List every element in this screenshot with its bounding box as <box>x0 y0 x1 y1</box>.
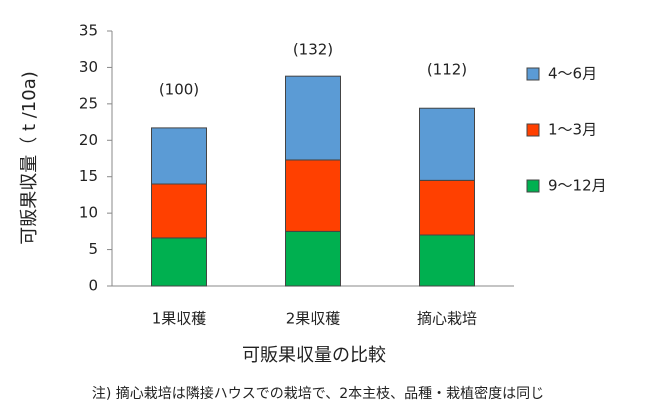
note: 注) 摘心栽培は隣接ハウスでの栽培で、2本主枝、品種・栽植密度は同じ <box>92 385 544 402</box>
bar-segment <box>151 127 207 185</box>
x-tick-label: 2果収穫 <box>286 310 341 328</box>
bar-segment <box>419 107 475 181</box>
legend-label: 9～12月 <box>548 177 607 195</box>
y-tick-label: 0 <box>88 277 98 295</box>
y-tick-label: 35 <box>79 22 98 40</box>
x-tick-label: 摘心栽培 <box>417 310 477 328</box>
bar-segment <box>151 183 207 239</box>
bar-annotation: (112) <box>427 61 467 79</box>
bar-annotation: (100) <box>159 80 199 98</box>
y-tick-label: 20 <box>79 131 98 149</box>
x-tick-label: 1果収穫 <box>152 310 207 328</box>
bar-segment <box>151 237 207 287</box>
y-tick-label: 10 <box>79 204 98 222</box>
y-tick-label: 15 <box>79 167 98 185</box>
bar-segment <box>285 159 341 232</box>
legend-swatch <box>526 67 540 81</box>
bar-segment <box>285 230 341 287</box>
legend-label: 4～6月 <box>548 65 597 83</box>
bar-segment <box>419 234 475 287</box>
legend-swatch <box>526 179 540 193</box>
y-tick-label: 5 <box>88 240 98 258</box>
bar-segment <box>419 179 475 236</box>
bar-annotation: (132) <box>293 41 333 59</box>
y-tick-label: 25 <box>79 94 98 112</box>
legend-swatch <box>526 123 540 137</box>
y-tick-label: 30 <box>79 58 98 76</box>
y-axis-label: 可販果収量（ t /10a) <box>19 71 40 245</box>
bar-segment <box>285 75 341 161</box>
legend-label: 1～3月 <box>548 121 597 139</box>
x-axis-label: 可販果収量の比較 <box>242 345 386 366</box>
